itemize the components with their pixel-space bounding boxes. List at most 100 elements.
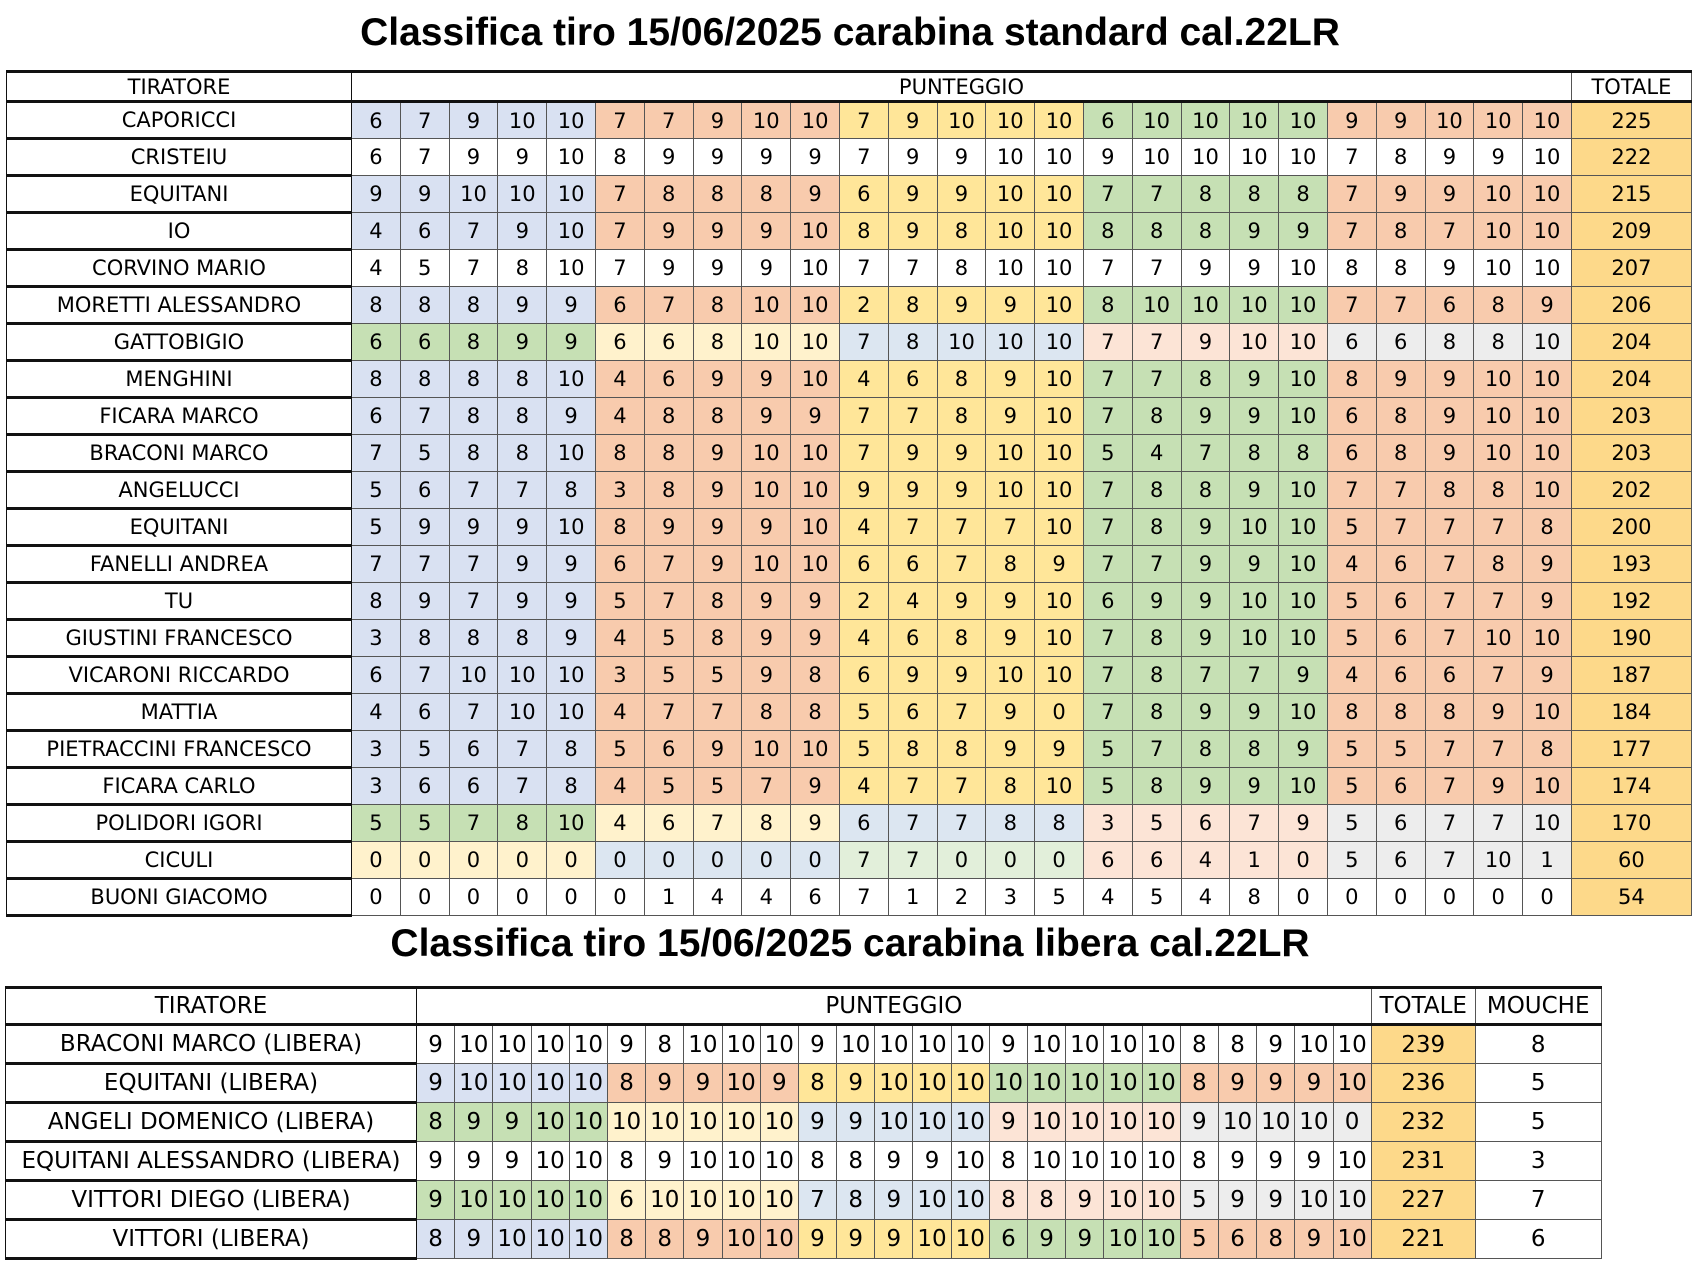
score-cell: 7 (399, 545, 450, 583)
score-cell: 6 (1180, 804, 1231, 842)
score-cell: 10 (985, 101, 1036, 139)
score-cell: 7 (936, 508, 987, 546)
score-cell: 8 (1473, 471, 1524, 509)
score-cell: 8 (985, 545, 1036, 583)
score-cell: 10 (790, 323, 840, 361)
score-cell: 10 (790, 730, 840, 768)
title-standard: Classifica tiro 15/06/2025 carabina stan… (360, 11, 1340, 54)
score-cell: 10 (1141, 1024, 1181, 1064)
score-cell: 10 (568, 1063, 608, 1103)
score-cell: 9 (1082, 138, 1133, 176)
total-cell: 215 (1570, 175, 1692, 213)
score-cell: 9 (497, 286, 548, 324)
score-cell: 10 (1332, 1180, 1372, 1220)
score-cell: 8 (1034, 804, 1084, 842)
score-cell: 10 (874, 1102, 914, 1142)
score-cell: 8 (988, 1180, 1029, 1220)
score-cell: 9 (643, 508, 694, 546)
score-cell: 9 (415, 1024, 456, 1064)
score-cell: 6 (399, 212, 450, 250)
score-cell: 4 (1131, 434, 1182, 472)
score-cell: 9 (1424, 397, 1475, 435)
score-cell: 10 (1278, 545, 1328, 583)
score-cell: 8 (1179, 1141, 1219, 1181)
score-cell: 7 (1375, 471, 1426, 509)
score-cell: 10 (497, 693, 548, 731)
score-cell: 10 (1278, 138, 1328, 176)
total-cell: 187 (1570, 656, 1692, 694)
table-row: BRACONI MARCO 7 5 8 8 10 8 8 9 10 10 7 9 9 10 10 5 4 7 8 8 6 8… (6, 434, 1692, 473)
score-cell: 10 (497, 656, 548, 694)
score-cell: 9 (683, 1063, 723, 1103)
table-row: PIETRACCINI FRANCESCO 3 5 6 7 8 5 6 9 10 10 5 8 8 9 9 5 7… (6, 730, 1692, 769)
score-cell: 10 (741, 323, 792, 361)
score-cell: 6 (351, 656, 401, 694)
score-cell: 6 (1217, 1219, 1258, 1259)
score-cell: 10 (912, 1102, 952, 1142)
total-cell: 202 (1570, 471, 1692, 509)
score-cell: 9 (454, 1219, 494, 1259)
score-cell: 8 (692, 286, 743, 324)
score-cell: 10 (950, 1180, 990, 1220)
score-cell: 9 (1180, 249, 1231, 287)
score-cell: 10 (741, 730, 792, 768)
score-cell: 9 (936, 582, 987, 620)
score-cell: 6 (351, 101, 401, 139)
total-cell: 225 (1570, 101, 1692, 139)
score-cell: 8 (497, 804, 548, 842)
score-cell: 10 (936, 101, 987, 139)
score-cell: 9 (1065, 1219, 1105, 1259)
table-row: EQUITANI ALESSANDRO (LIBERA) 9 9 9 10 10 8 9 10 1… (5, 1141, 1602, 1182)
score-cell: 8 (1131, 397, 1182, 435)
score-cell: 9 (692, 545, 743, 583)
score-cell: 7 (838, 323, 889, 361)
score-cell: 10 (950, 1102, 990, 1142)
score-cell: 7 (838, 249, 889, 287)
score-cell: 6 (594, 286, 645, 324)
score-cell: 8 (1278, 175, 1328, 213)
score-cell: 5 (1326, 767, 1377, 805)
score-cell: 9 (838, 471, 889, 509)
table-row: FANELLI ANDREA 7 7 7 9 9 6 7 9 10 10 6 6 7 8 9 7 7 9 9 10 4 6 7… (6, 545, 1692, 584)
score-cell: 3 (985, 878, 1036, 916)
score-cell: 10 (683, 1102, 723, 1142)
score-cell: 7 (448, 693, 499, 731)
score-cell: 9 (497, 212, 548, 250)
score-cell: 8 (606, 1063, 647, 1103)
score-cell: 10 (546, 434, 596, 472)
shooter-name: BRACONI MARCO (LIBERA) (5, 1024, 417, 1065)
score-cell: 6 (643, 323, 694, 361)
score-cell: 0 (448, 878, 499, 916)
score-cell: 7 (1375, 286, 1426, 324)
score-cell: 5 (643, 767, 694, 805)
score-cell: 6 (838, 656, 889, 694)
ranking-table-libera: TIRATORE PUNTEGGIO TOTALE MOUCHE BRACONI MAR… (5, 986, 1602, 1260)
score-cell: 0 (497, 841, 548, 879)
score-cell: 7 (1082, 508, 1133, 546)
score-cell: 6 (1375, 656, 1426, 694)
score-cell: 7 (1131, 360, 1182, 398)
score-cell: 7 (1326, 138, 1377, 176)
score-cell: 8 (1082, 212, 1133, 250)
score-cell: 4 (692, 878, 743, 916)
score-cell: 7 (887, 841, 938, 879)
score-cell: 10 (1103, 1102, 1143, 1142)
score-cell: 10 (985, 323, 1036, 361)
score-cell: 8 (546, 730, 596, 768)
score-cell: 9 (797, 1102, 838, 1142)
score-cell: 7 (497, 767, 548, 805)
score-cell: 10 (790, 249, 840, 287)
score-cell: 9 (797, 1024, 838, 1064)
score-cell: 7 (448, 582, 499, 620)
score-cell: 8 (1375, 249, 1426, 287)
score-cell: 8 (497, 619, 548, 657)
table-row: MORETTI ALESSANDRO 8 8 8 9 9 6 7 8 10 10 2 8 9 9 10 8 10 1… (6, 286, 1692, 325)
score-cell: 10 (1103, 1024, 1143, 1064)
score-cell: 5 (643, 656, 694, 694)
score-cell: 10 (790, 286, 840, 324)
score-cell: 4 (594, 360, 645, 398)
shooter-name: TU (6, 582, 352, 621)
score-cell: 9 (643, 138, 694, 176)
score-cell: 10 (1332, 1141, 1372, 1181)
score-cell: 7 (1473, 656, 1524, 694)
